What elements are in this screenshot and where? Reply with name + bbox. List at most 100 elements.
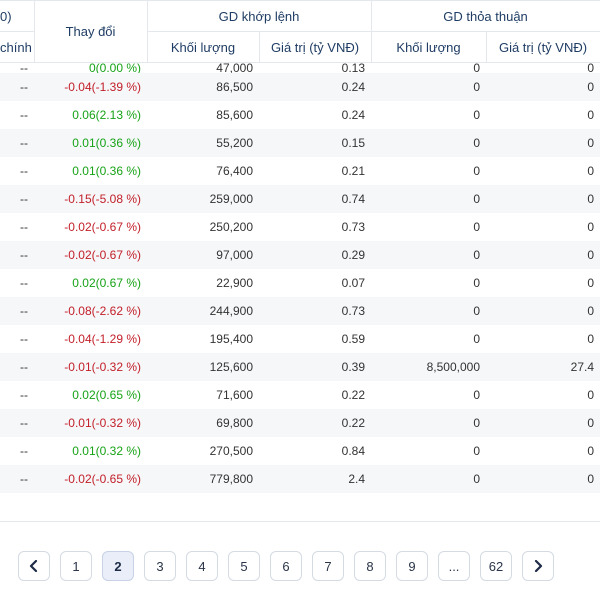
matched-volume-cell-text: 259,000: [209, 192, 253, 206]
matched-volume-cell: 779,800: [147, 465, 259, 493]
page-button-9[interactable]: 9: [396, 551, 428, 581]
matched-value-cell-text: 0.84: [341, 444, 366, 458]
negotiated-volume-cell-text: 0: [473, 80, 481, 94]
change-cell: -0.02(-0.67 %): [34, 213, 147, 241]
change-cell-text: 0.02(0.65 %): [72, 388, 141, 402]
negotiated-volume-cell-text: 0: [473, 108, 481, 122]
change-cell: -0.02(-0.67 %): [34, 241, 147, 269]
table-row[interactable]: -- -0.08(-2.62 %) 244,900 0.73 0 0: [0, 297, 600, 325]
table-row[interactable]: -- -0.01(-0.32 %) 69,800 0.22 0 0: [0, 409, 600, 437]
change-cell-text: -0.15(-5.08 %): [64, 192, 141, 206]
matched-value-cell-text: 0.07: [341, 276, 366, 290]
matched-volume-cell-text: 86,500: [216, 80, 253, 94]
partial-cell: --: [0, 409, 34, 437]
header-matched-value[interactable]: Giá trị (tỷ VNĐ): [258, 31, 372, 63]
negotiated-volume-cell: 0: [371, 129, 487, 157]
matched-value-cell: 0.13: [259, 63, 371, 74]
table-row[interactable]: -- -0.01(-0.32 %) 125,600 0.39 8,500,000 27.4: [0, 353, 600, 381]
negotiated-value-cell: 0: [486, 157, 600, 185]
table-row[interactable]: -- -0.02(-0.67 %) 97,000 0.29 0 0: [0, 241, 600, 269]
partial-cell: --: [0, 73, 34, 101]
page-ellipsis[interactable]: ...: [438, 551, 470, 581]
table-row[interactable]: -- 0.02(0.65 %) 71,600 0.22 0 0: [0, 381, 600, 409]
table-row[interactable]: -- 0.06(2.13 %) 85,600 0.24 0 0: [0, 101, 600, 129]
negotiated-volume-cell: 0: [371, 409, 487, 437]
change-cell-text: 0.01(0.36 %): [72, 136, 141, 150]
header-matched-volume[interactable]: Khối lượng: [146, 31, 260, 63]
matched-volume-cell: 125,600: [147, 353, 259, 381]
negotiated-volume-cell: 0: [371, 381, 486, 409]
matched-volume-cell-text: 47,000: [216, 62, 253, 74]
change-cell: 0.01(0.36 %): [34, 157, 147, 185]
change-cell: 0(0.00 %): [34, 63, 147, 74]
next-page-button[interactable]: [522, 551, 554, 581]
page-button-62[interactable]: 62: [480, 551, 512, 581]
negotiated-volume-cell-text: 0: [473, 192, 481, 206]
table-row[interactable]: -- -0.04(-1.29 %) 195,400 0.59 0 0: [0, 325, 600, 353]
table-row[interactable]: -- 0.01(0.32 %) 270,500 0.84 0 0: [0, 437, 600, 465]
matched-volume-cell: 250,200: [147, 213, 259, 241]
page-button-3[interactable]: 3: [144, 551, 176, 581]
negotiated-value-cell: 0: [486, 129, 600, 157]
negotiated-value-cell: 0: [486, 325, 600, 353]
matched-value-cell: 0.15: [259, 129, 372, 157]
change-cell: -0.15(-5.08 %): [34, 185, 147, 213]
page-button-5[interactable]: 5: [228, 551, 260, 581]
negotiated-volume-cell-text: 0: [473, 332, 481, 346]
header-change[interactable]: Thay đổi: [33, 0, 148, 63]
partial-cell: --: [0, 381, 34, 409]
table-row[interactable]: -- 0.02(0.67 %) 22,900 0.07 0 0: [0, 269, 600, 297]
matched-volume-cell-text: 270,500: [209, 444, 253, 458]
table-row[interactable]: -- -0.04(-1.39 %) 86,500 0.24 0 0: [0, 73, 600, 101]
table-row[interactable]: -- 0(0.00 %) 47,000 0.13 0 0: [0, 63, 600, 74]
header-negotiated-volume[interactable]: Khối lượng: [370, 31, 487, 63]
matched-value-cell-text: 0.73: [341, 220, 366, 234]
negotiated-value-cell-text: 0: [587, 136, 595, 150]
negotiated-value-cell-text: 0: [587, 62, 595, 74]
partial-cell: --: [0, 241, 34, 269]
page-button-4[interactable]: 4: [186, 551, 218, 581]
negotiated-value-cell: 0: [486, 101, 600, 129]
table-row[interactable]: -- -0.15(-5.08 %) 259,000 0.74 0 0: [0, 185, 600, 213]
partial-cell-text: --: [20, 276, 28, 290]
matched-volume-cell: 195,400: [147, 325, 259, 353]
matched-value-cell: 0.24: [259, 101, 371, 129]
change-cell: 0.06(2.13 %): [34, 101, 147, 129]
page-button-7[interactable]: 7: [312, 551, 344, 581]
change-cell-text: 0.01(0.36 %): [72, 164, 141, 178]
change-cell-text: -0.08(-2.62 %): [64, 304, 141, 318]
negotiated-volume-cell: 0: [371, 325, 486, 353]
matched-volume-cell: 244,900: [147, 297, 259, 325]
page-button-6[interactable]: 6: [270, 551, 302, 581]
negotiated-value-cell-text: 0: [587, 444, 595, 458]
matched-value-cell-text: 0.74: [341, 192, 366, 206]
negotiated-volume-cell-text: 0: [473, 220, 481, 234]
page-button-2[interactable]: 2: [102, 551, 134, 581]
table-row[interactable]: -- 0.01(0.36 %) 55,200 0.15 0 0: [0, 129, 600, 157]
page-button-8[interactable]: 8: [354, 551, 386, 581]
page-button-1[interactable]: 1: [60, 551, 92, 581]
matched-value-cell: 0.73: [259, 297, 372, 325]
table-row[interactable]: -- -0.02(-0.67 %) 250,200 0.73 0 0: [0, 213, 600, 241]
negotiated-volume-cell: 0: [371, 73, 487, 101]
negotiated-value-cell-text: 0: [587, 332, 595, 346]
negotiated-value-cell-text: 0: [587, 388, 595, 402]
partial-cell-text: --: [20, 444, 28, 458]
negotiated-value-cell: 27.4: [486, 353, 600, 381]
prev-page-button[interactable]: [18, 551, 50, 581]
table-row[interactable]: -- -0.02(-0.65 %) 779,800 2.4 0 0: [0, 465, 600, 493]
change-cell: 0.02(0.65 %): [34, 381, 147, 409]
negotiated-volume-cell-text: 0: [473, 164, 481, 178]
matched-value-cell-text: 0.24: [341, 80, 366, 94]
matched-volume-cell: 47,000: [147, 63, 259, 74]
matched-volume-cell-text: 250,200: [209, 220, 253, 234]
matched-volume-cell: 22,900: [147, 269, 259, 297]
table-bottom-divider: [0, 521, 600, 522]
header-partial-column-top: 0): [0, 0, 35, 32]
header-negotiated-value[interactable]: Giá trị (tỷ VNĐ): [485, 31, 600, 63]
matched-volume-cell-text: 779,800: [209, 472, 253, 486]
negotiated-volume-cell-text: 0: [473, 248, 481, 262]
partial-cell: --: [0, 129, 34, 157]
table-row[interactable]: -- 0.01(0.36 %) 76,400 0.21 0 0: [0, 157, 600, 185]
change-cell-text: 0.02(0.67 %): [72, 276, 141, 290]
